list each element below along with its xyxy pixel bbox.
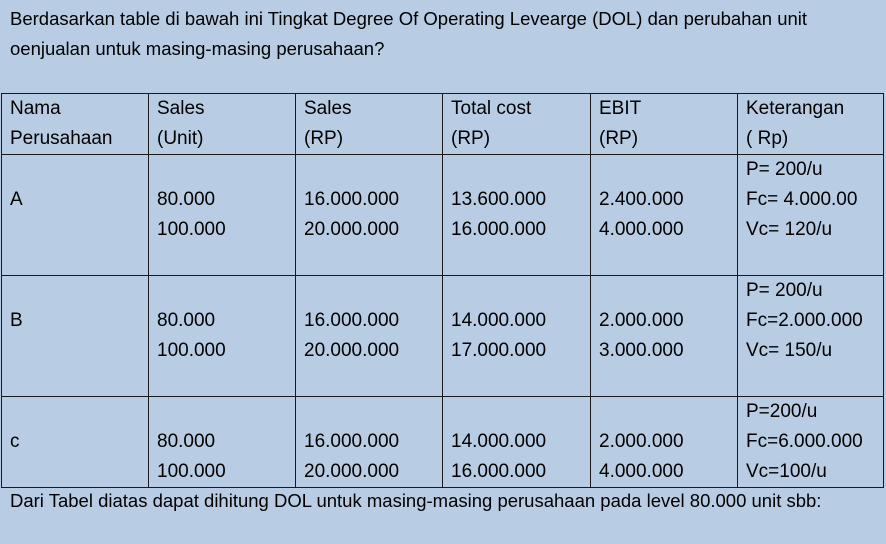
cell-name: A: [1, 154, 149, 276]
header-nama-perusahaan: Nama Perusahaan: [1, 93, 149, 155]
cell-ebit: 2.000.000 4.000.000: [590, 396, 738, 488]
cell-total-cost: 14.000.000 17.000.000: [442, 275, 591, 397]
cell-sales-rp: 16.000.000 20.000.000: [295, 154, 443, 276]
header-ebit: EBIT (RP): [590, 93, 738, 155]
cell-ebit: 2.400.000 4.000.000: [590, 154, 738, 276]
cell-name: c: [1, 396, 149, 488]
header-sales-unit: Sales (Unit): [148, 93, 296, 155]
cell-sales-unit: 80.000 100.000: [148, 396, 296, 488]
cell-total-cost: 14.000.000 16.000.000: [442, 396, 591, 488]
question-line-1: Berdasarkan table di bawah ini Tingkat D…: [10, 8, 808, 29]
dol-table: Nama Perusahaan Sales (Unit) Sales (RP) …: [1, 93, 884, 488]
cell-total-cost: 13.600.000 16.000.000: [442, 154, 591, 276]
header-keterangan: Keterangan ( Rp): [737, 93, 884, 155]
footer-text: Dari Tabel diatas dapat dihitung DOL unt…: [10, 490, 822, 511]
table-row-a: A 80.000 100.000 16.000.000 20.000.000 1…: [1, 154, 884, 276]
cell-keterangan: P= 200/u Fc=2.000.000 Vc= 150/u: [737, 275, 884, 397]
table-row-b: B 80.000 100.000 16.000.000 20.000.000 1…: [1, 275, 884, 397]
table-header-row: Nama Perusahaan Sales (Unit) Sales (RP) …: [1, 93, 884, 155]
cell-ebit: 2.000.000 3.000.000: [590, 275, 738, 397]
cell-sales-unit: 80.000 100.000: [148, 275, 296, 397]
question-text: Berdasarkan table di bawah ini Tingkat D…: [10, 4, 876, 64]
header-total-cost: Total cost (RP): [442, 93, 591, 155]
cell-keterangan: P= 200/u Fc= 4.000.00 Vc= 120/u: [737, 154, 884, 276]
question-line-2: oenjualan untuk masing-masing perusahaan…: [10, 38, 385, 59]
cell-sales-unit: 80.000 100.000: [148, 154, 296, 276]
cell-sales-rp: 16.000.000 20.000.000: [295, 275, 443, 397]
cell-sales-rp: 16.000.000 20.000.000: [295, 396, 443, 488]
table-row-c: c 80.000 100.000 16.000.000 20.000.000 1…: [1, 396, 884, 488]
cell-name: B: [1, 275, 149, 397]
header-sales-rp: Sales (RP): [295, 93, 443, 155]
cell-keterangan: P=200/u Fc=6.000.000 Vc=100/u: [737, 396, 884, 488]
